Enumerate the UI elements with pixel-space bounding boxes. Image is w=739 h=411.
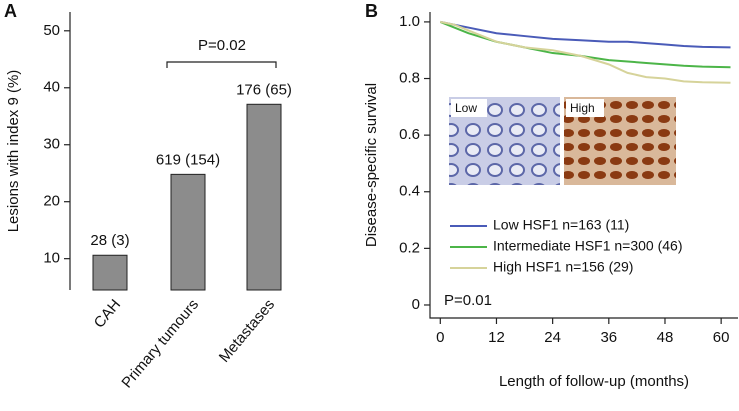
bar	[170, 173, 206, 291]
x-tick-label: 48	[657, 329, 674, 346]
y-tick-label: 0.2	[399, 239, 420, 256]
y-axis-label: Disease-specific survival	[363, 83, 380, 247]
bar-annotation: 176 (65)	[236, 81, 292, 98]
y-tick-label: 40	[43, 79, 60, 96]
y-tick-label: 20	[43, 193, 60, 210]
x-axis-label: Length of follow-up (months)	[499, 373, 689, 390]
y-tick-label: 0.6	[399, 126, 420, 143]
x-tick-label: Metastases	[216, 296, 278, 366]
bar-annotation: 619 (154)	[156, 151, 220, 168]
survival-line	[439, 20, 731, 69]
panel-label: B	[365, 1, 378, 21]
x-tick-label: 36	[600, 329, 617, 346]
significance-label: P=0.02	[198, 37, 246, 54]
axes	[429, 12, 738, 319]
significance-bracket	[166, 61, 277, 68]
bar	[92, 254, 128, 291]
legend-label: High HSF1 n=156 (29)	[493, 259, 633, 275]
panel-label: A	[4, 1, 17, 21]
x-tick-label: 60	[713, 329, 730, 346]
x-tick-label: 12	[488, 329, 505, 346]
y-tick-label: 0.8	[399, 69, 420, 86]
y-tick-label: 0	[412, 296, 420, 313]
x-tick-label: 24	[544, 329, 561, 346]
y-tick-label: 50	[43, 22, 60, 39]
y-axis-label: Lesions with index 9 (%)	[5, 70, 22, 233]
y-tick-label: 10	[43, 250, 60, 267]
x-tick-label: Primary tumours	[118, 296, 202, 391]
inset-tag	[566, 99, 604, 117]
y-tick-label: 30	[43, 136, 60, 153]
bar-annotation: 28 (3)	[90, 232, 129, 249]
y-tick-label: 1.0	[399, 13, 420, 30]
x-tick-label: 0	[436, 329, 444, 346]
x-tick-label: CAH	[91, 296, 124, 331]
inset-label: High	[570, 101, 595, 115]
legend-label: Intermediate HSF1 n=300 (46)	[493, 238, 683, 254]
inset-tag	[451, 99, 487, 117]
survival-line	[440, 20, 731, 84]
survival-line	[440, 20, 731, 49]
y-tick-label: 0.4	[399, 183, 420, 200]
legend-label: Low HSF1 n=163 (11)	[493, 217, 629, 233]
bar	[246, 103, 282, 291]
p-value: P=0.01	[444, 292, 492, 309]
inset-label: Low	[455, 101, 477, 115]
